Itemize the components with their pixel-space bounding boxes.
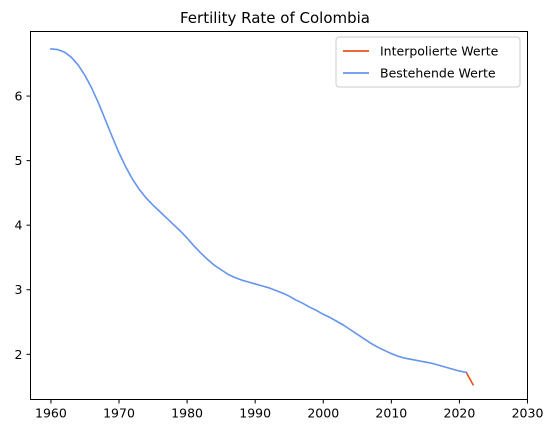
series-line bbox=[50, 48, 468, 374]
y-tick-label: 4 bbox=[15, 218, 23, 233]
x-tick-label: 2010 bbox=[375, 406, 407, 421]
x-tick-label: 1970 bbox=[103, 406, 135, 421]
y-axis: 2 3 4 5 6 bbox=[15, 89, 31, 362]
plot-area bbox=[30, 31, 528, 400]
x-axis: 1960 1970 1980 1990 2000 2010 2020 2030 bbox=[35, 399, 544, 421]
series-lines bbox=[50, 48, 475, 386]
y-tick-label: 6 bbox=[15, 89, 23, 104]
x-tick-label: 2030 bbox=[512, 406, 544, 421]
legend: Interpolierte Werte Bestehende Werte bbox=[335, 36, 521, 88]
series-line bbox=[465, 371, 475, 386]
x-tick-label: 1990 bbox=[239, 406, 271, 421]
legend-entry: Interpolierte Werte bbox=[380, 44, 499, 59]
legend-box bbox=[335, 36, 521, 88]
chart-title: Fertility Rate of Colombia bbox=[180, 9, 370, 27]
x-tick-label: 1960 bbox=[35, 406, 67, 421]
x-tick-label: 2020 bbox=[444, 406, 476, 421]
y-tick-label: 2 bbox=[15, 347, 23, 362]
x-tick-label: 2000 bbox=[307, 406, 339, 421]
y-tick-label: 3 bbox=[15, 282, 23, 297]
legend-entry: Bestehende Werte bbox=[380, 66, 496, 81]
x-tick-label: 1980 bbox=[171, 406, 203, 421]
y-tick-label: 5 bbox=[15, 153, 23, 168]
